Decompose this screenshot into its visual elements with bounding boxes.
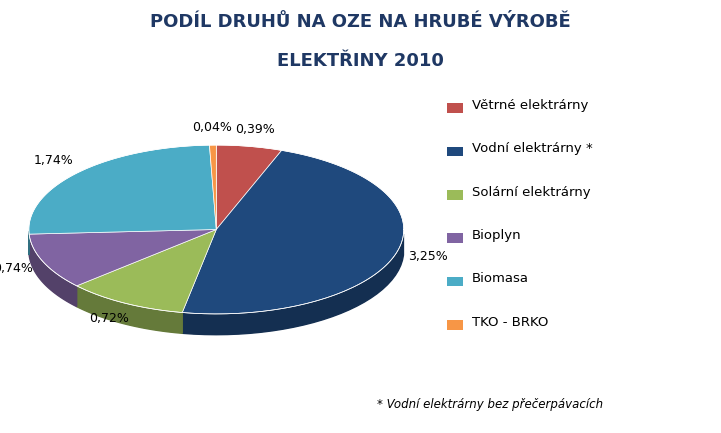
FancyBboxPatch shape	[447, 320, 463, 330]
Polygon shape	[76, 229, 216, 313]
Text: Vodní elektrárny *: Vodní elektrárny *	[472, 142, 592, 155]
FancyBboxPatch shape	[447, 147, 463, 156]
Polygon shape	[182, 150, 404, 314]
Text: ELEKTŘINY 2010: ELEKTŘINY 2010	[277, 52, 444, 70]
Text: Bioplyn: Bioplyn	[472, 229, 521, 242]
Text: Větrné elektrárny: Větrné elektrárny	[472, 99, 588, 112]
Text: 1,74%: 1,74%	[34, 155, 74, 168]
Text: 0,74%: 0,74%	[0, 262, 33, 275]
Text: PODÍL DRUHŮ NA OZE NA HRUBÉ VÝROBĚ: PODÍL DRUHŮ NA OZE NA HRUBÉ VÝROBĚ	[150, 13, 571, 31]
Polygon shape	[76, 286, 182, 333]
Text: Solární elektrárny: Solární elektrárny	[472, 186, 590, 199]
Polygon shape	[216, 145, 282, 229]
Polygon shape	[29, 250, 216, 307]
FancyBboxPatch shape	[447, 103, 463, 113]
Polygon shape	[29, 145, 216, 234]
Polygon shape	[210, 166, 216, 250]
Text: 0,39%: 0,39%	[235, 123, 275, 136]
Text: * Vodní elektrárny bez přečerpávacích: * Vodní elektrárny bez přečerpávacích	[377, 398, 603, 411]
FancyBboxPatch shape	[447, 190, 463, 200]
FancyBboxPatch shape	[447, 277, 463, 286]
Polygon shape	[76, 250, 216, 333]
Polygon shape	[29, 229, 216, 286]
Text: 3,25%: 3,25%	[408, 250, 448, 263]
Text: 0,72%: 0,72%	[89, 312, 128, 325]
Polygon shape	[29, 166, 216, 255]
Polygon shape	[216, 166, 282, 250]
Polygon shape	[210, 145, 216, 229]
Polygon shape	[182, 171, 404, 335]
Polygon shape	[182, 234, 404, 335]
Polygon shape	[29, 234, 76, 307]
Text: Biomasa: Biomasa	[472, 272, 528, 285]
Text: TKO - BRKO: TKO - BRKO	[472, 316, 548, 329]
Text: 0,04%: 0,04%	[193, 121, 232, 134]
FancyBboxPatch shape	[447, 233, 463, 243]
